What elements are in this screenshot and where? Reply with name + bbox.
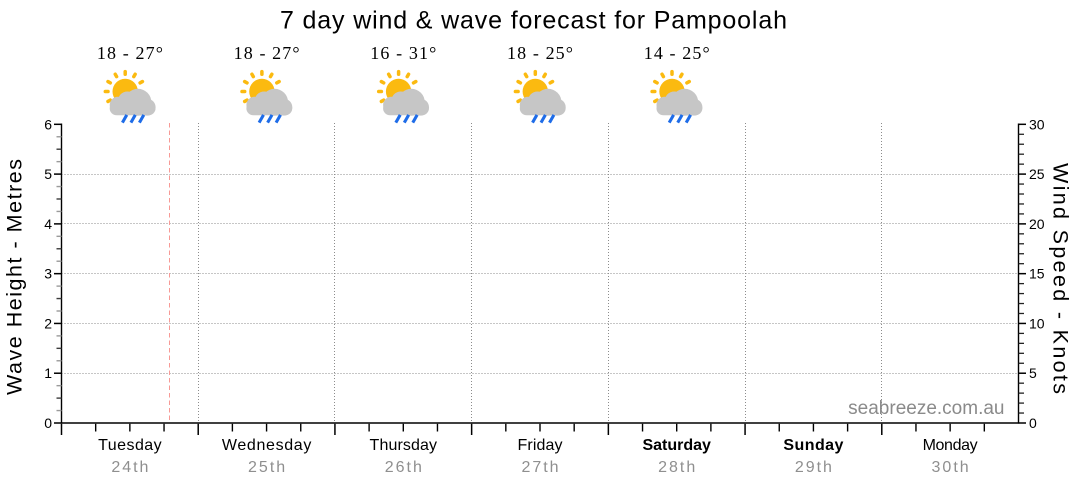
svg-text:18 - 27°: 18 - 27° xyxy=(97,43,163,63)
svg-text:Monday: Monday xyxy=(923,437,978,454)
svg-text:16 - 31°: 16 - 31° xyxy=(370,43,436,63)
svg-text:30: 30 xyxy=(1029,116,1045,132)
svg-text:30th: 30th xyxy=(932,459,969,476)
svg-text:Wind Speed - Knots: Wind Speed - Knots xyxy=(1049,163,1073,394)
svg-text:18 - 27°: 18 - 27° xyxy=(234,43,300,63)
svg-text:26th: 26th xyxy=(385,459,422,476)
svg-text:2: 2 xyxy=(44,315,52,331)
svg-text:Thursday: Thursday xyxy=(370,437,438,454)
svg-text:14 - 25°: 14 - 25° xyxy=(644,43,710,63)
svg-text:Wednesday: Wednesday xyxy=(222,437,312,454)
svg-text:Wave Height - Metres: Wave Height - Metres xyxy=(3,159,27,395)
svg-text:3: 3 xyxy=(44,266,52,282)
svg-text:4: 4 xyxy=(44,216,52,232)
svg-text:10: 10 xyxy=(1029,315,1045,331)
svg-text:0: 0 xyxy=(1029,415,1037,431)
svg-text:Tuesday: Tuesday xyxy=(98,437,162,454)
svg-text:5: 5 xyxy=(44,166,52,182)
svg-text:0: 0 xyxy=(44,415,52,431)
svg-text:20: 20 xyxy=(1029,216,1045,232)
svg-text:27th: 27th xyxy=(521,459,558,476)
svg-text:1: 1 xyxy=(44,365,52,381)
svg-text:24th: 24th xyxy=(111,459,148,476)
svg-text:7 day wind & wave forecast for: 7 day wind & wave forecast for Pampoolah xyxy=(280,7,787,35)
svg-text:Friday: Friday xyxy=(518,437,563,454)
svg-text:28th: 28th xyxy=(658,459,695,476)
svg-text:18 - 25°: 18 - 25° xyxy=(507,43,573,63)
svg-text:15: 15 xyxy=(1029,266,1045,282)
svg-text:25th: 25th xyxy=(248,459,285,476)
svg-text:Saturday: Saturday xyxy=(642,437,711,454)
svg-text:29th: 29th xyxy=(795,459,832,476)
svg-text:Sunday: Sunday xyxy=(783,437,843,454)
svg-text:6: 6 xyxy=(44,116,52,132)
svg-text:25: 25 xyxy=(1029,166,1045,182)
svg-text:seabreeze.com.au: seabreeze.com.au xyxy=(848,398,1004,419)
svg-text:5: 5 xyxy=(1029,365,1037,381)
